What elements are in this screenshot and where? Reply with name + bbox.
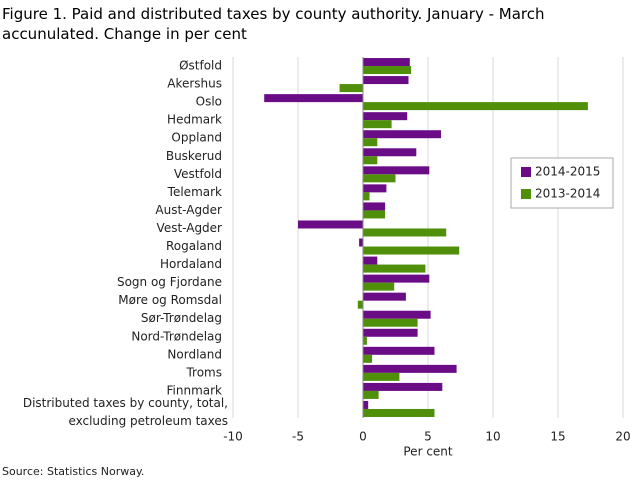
bar (363, 310, 431, 319)
bar (339, 84, 363, 93)
y-tick-label: Akershus (167, 77, 222, 91)
y-tick-label: Oslo (196, 95, 222, 109)
y-tick-label: Telemark (167, 185, 222, 199)
bar (363, 318, 418, 327)
y-tick-label: Rogaland (166, 239, 222, 253)
bar (363, 372, 400, 381)
bar (363, 192, 370, 201)
bar (298, 220, 363, 229)
bar (363, 408, 435, 417)
x-tick-label: -5 (292, 430, 304, 444)
y-tick-label: Distributed taxes by county, total, exclu… (23, 395, 228, 427)
legend-label: 2014-2015 (535, 165, 600, 179)
x-tick-label: 15 (550, 430, 565, 444)
bar (363, 174, 396, 183)
legend-label: 2013-2014 (535, 187, 600, 201)
bar (363, 210, 386, 219)
bar (363, 102, 588, 111)
y-tick-label: Finnmark (167, 383, 223, 397)
bar (363, 130, 441, 139)
bar (363, 76, 409, 85)
bar (363, 120, 392, 129)
bar (363, 66, 412, 75)
bar (363, 202, 386, 211)
bar (363, 292, 406, 301)
x-tick-label: 20 (615, 430, 630, 444)
y-tick-label: Nord-Trøndelag (131, 329, 222, 343)
bar (359, 238, 363, 247)
y-tick-label: Sør-Trøndelag (141, 311, 222, 325)
bar (363, 336, 367, 345)
y-tick-label: Hedmark (167, 113, 222, 127)
bar (363, 282, 395, 291)
source: Source: Statistics Norway. (2, 465, 144, 478)
x-axis-label: Per cent (403, 445, 453, 459)
bar (357, 300, 363, 309)
legend-swatch (521, 167, 531, 177)
y-tick-label: Vestfold (174, 167, 222, 181)
y-tick-label: Østfold (179, 59, 222, 73)
y-tick-label: Sogn og Fjordane (117, 275, 222, 289)
y-tick-label: Vest-Agder (157, 221, 223, 235)
legend-box (510, 157, 614, 209)
bar (363, 256, 378, 265)
bar (363, 112, 408, 121)
x-tick-label: 0 (359, 430, 367, 444)
y-tick-label: Aust-Agder (155, 203, 222, 217)
bar (363, 246, 460, 255)
y-tick-label: Møre og Romsdal (118, 293, 222, 307)
y-tick-label: Hordaland (160, 257, 222, 271)
bar (363, 390, 379, 399)
chart-title: Figure 1. Paid and distributed taxes by … (2, 5, 545, 43)
bar (363, 156, 378, 165)
x-tick-label: 10 (485, 430, 500, 444)
legend-swatch (521, 189, 531, 199)
bar (363, 354, 373, 363)
bar (264, 94, 363, 103)
bar (363, 138, 378, 147)
bar (363, 166, 430, 175)
bar (363, 274, 430, 283)
bar (363, 382, 443, 391)
bar (363, 400, 369, 409)
bar (363, 364, 457, 373)
y-tick-label: Buskerud (166, 149, 222, 163)
bar (363, 184, 387, 193)
bar (363, 228, 447, 237)
x-tick-label: 5 (424, 430, 432, 444)
x-tick-label: -10 (223, 430, 243, 444)
bar (363, 264, 426, 273)
y-tick-label: Troms (185, 365, 222, 379)
y-tick-label: Oppland (171, 131, 222, 145)
y-tick-label: Nordland (167, 347, 222, 361)
bar (363, 346, 435, 355)
bar (363, 58, 410, 67)
bar (363, 148, 417, 157)
bar (363, 328, 418, 337)
